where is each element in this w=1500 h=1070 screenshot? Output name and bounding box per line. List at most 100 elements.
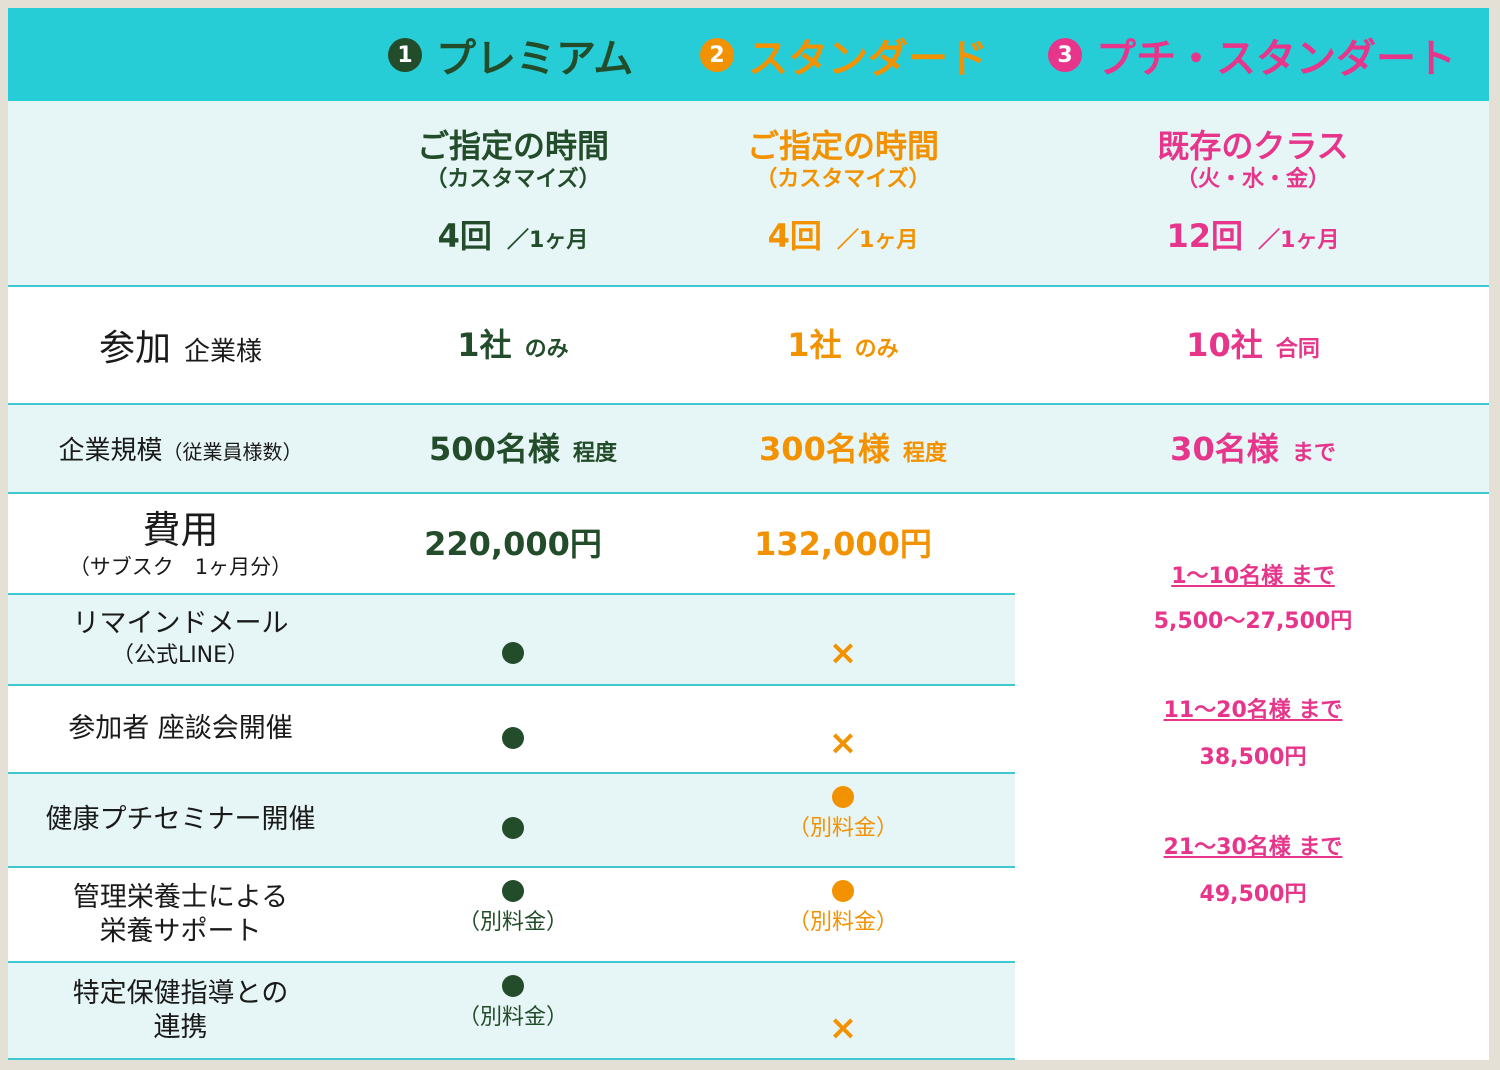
included-dot-icon (502, 880, 524, 902)
petit-participation: 10社 合同 (1018, 287, 1488, 403)
standard-seminar: （別料金） (678, 786, 1008, 844)
premium-guidance: （別料金） (348, 975, 678, 1033)
plan-header-bar: 1 プレミアム 2 スタンダード 3 プチ・スタンダート (8, 8, 1489, 101)
value-main: 30名様 (1170, 429, 1279, 468)
frequency-count: 12回 (1166, 217, 1244, 255)
premium-roundtable (348, 713, 678, 763)
value-sub: まで (1291, 440, 1336, 466)
participation-label: 参加 企業様 (8, 287, 353, 403)
extra-fee-note: （別料金） (457, 1005, 568, 1030)
schedule-sub: （カスタマイズ） (425, 167, 601, 192)
schedule-sub: （カスタマイズ） (755, 167, 931, 192)
plan-name: プチ・スタンダート (1096, 36, 1456, 82)
value-main: 1社 (787, 326, 842, 364)
value-sub: 合同 (1275, 337, 1320, 362)
label-main: 企業規模 (58, 436, 163, 466)
schedule-frequency: 4回 ／1ヶ月 (768, 216, 919, 256)
reminder-label: リマインドメール （公式LINE） (8, 595, 353, 683)
included-dot-icon (832, 880, 854, 902)
frequency-count: 4回 (767, 217, 822, 255)
extra-fee-note: （別料金） (787, 910, 898, 935)
plan-number-badge: 1 (388, 38, 422, 72)
schedule-title: ご指定の時間 (416, 127, 609, 165)
label-line1: リマインドメール (72, 608, 289, 639)
label-text: 健康プチセミナー開催 (45, 804, 316, 835)
label-sub: （従業員様数） (162, 440, 303, 464)
plan-name: プレミアム (436, 36, 634, 82)
premium-reminder (348, 628, 678, 678)
included-dot-icon (502, 817, 524, 839)
petit-price-tiers: 1～10名様 まで 5,500～27,500円 11～20名様 まで 38,50… (1018, 563, 1488, 909)
row-divider (8, 492, 1489, 494)
price: 132,000円 (754, 524, 932, 563)
scale-band (8, 405, 1489, 493)
not-included-x-icon: × (828, 633, 858, 673)
included-dot-icon (832, 786, 854, 808)
standard-guidance: × (678, 1003, 1008, 1053)
label-line2: 栄養サポート (99, 915, 262, 947)
label-line1: 特定保健指導との (72, 977, 289, 1009)
label-main: 費用 (142, 507, 219, 552)
petit-scale: 30名様 まで (1018, 405, 1488, 492)
value-main: 300名様 (759, 429, 890, 468)
included-dot-icon (502, 975, 524, 997)
schedule-band (8, 101, 1489, 286)
premium-seminar (348, 803, 678, 853)
premium-cost: 220,000円 (348, 494, 678, 593)
cost-band (8, 494, 1489, 594)
row-divider (8, 866, 1015, 868)
value-main: 500名様 (429, 429, 560, 468)
label-line2: 連携 (153, 1011, 208, 1043)
premium-schedule: ご指定の時間 （カスタマイズ） 4回 ／1ヶ月 (348, 126, 678, 256)
included-dot-icon (502, 642, 524, 664)
label-line1: 管理栄養士による (72, 881, 289, 913)
row-divider (8, 1058, 1015, 1060)
plan-standard-heading: 2 スタンダード (700, 30, 988, 82)
value-sub: のみ (524, 337, 569, 362)
standard-schedule: ご指定の時間 （カスタマイズ） 4回 ／1ヶ月 (678, 126, 1008, 256)
roundtable-label: 参加者 座談会開催 (8, 686, 353, 772)
plan-petit-heading: 3 プチ・スタンダート (1048, 30, 1456, 82)
plan-name: スタンダード (748, 36, 988, 82)
tier-range: 11～20名様 まで (1163, 698, 1343, 723)
label-line2: （公式LINE） (111, 643, 250, 668)
value-sub: 程度 (902, 440, 947, 466)
not-included-x-icon: × (828, 723, 858, 763)
plan-premium-heading: 1 プレミアム (388, 30, 633, 82)
comparison-table: 1 プレミアム 2 スタンダード 3 プチ・スタンダート ご指定の時間 （カスタ… (8, 8, 1489, 1060)
premium-participation: 1社 のみ (348, 287, 678, 403)
included-dot-icon (502, 727, 524, 749)
row-divider (8, 772, 1015, 774)
row-divider (8, 403, 1489, 405)
schedule-sub: （火・水・金） (1175, 167, 1330, 192)
label-sub: （サブスク 1ヶ月分） (68, 554, 293, 579)
seminar-label: 健康プチセミナー開催 (8, 774, 353, 866)
scale-label: 企業規模（従業員様数） (8, 405, 353, 492)
premium-scale: 500名様 程度 (348, 405, 698, 492)
schedule-frequency: 4回 ／1ヶ月 (438, 216, 589, 256)
value-sub: のみ (854, 337, 899, 362)
frequency-per: ／1ヶ月 (837, 228, 919, 253)
value-main: 1社 (457, 326, 512, 364)
frequency-count: 4回 (437, 217, 492, 255)
label-text: 参加者 座談会開催 (68, 713, 293, 744)
guidance-label: 特定保健指導との 連携 (8, 963, 353, 1058)
extra-fee-note: （別料金） (457, 910, 568, 935)
schedule-title: 既存のクラス (1157, 127, 1349, 165)
frequency-per: ／1ヶ月 (1258, 228, 1340, 253)
reminder-band (8, 595, 1015, 685)
standard-roundtable: × (678, 718, 1008, 768)
price: 220,000円 (424, 524, 602, 563)
petit-schedule: 既存のクラス （火・水・金） 12回 ／1ヶ月 (1018, 126, 1488, 256)
row-divider (8, 285, 1489, 287)
tier-price: 38,500円 (1199, 745, 1307, 770)
standard-reminder: × (678, 628, 1008, 678)
not-included-x-icon: × (828, 1008, 858, 1048)
tier-price: 5,500～27,500円 (1153, 609, 1353, 634)
plan-number-badge: 2 (700, 38, 734, 72)
schedule-title: ご指定の時間 (746, 127, 939, 165)
frequency-per: ／1ヶ月 (507, 228, 589, 253)
tier-price: 49,500円 (1199, 882, 1307, 907)
cost-label: 費用 （サブスク 1ヶ月分） (8, 494, 353, 593)
row-divider (8, 961, 1015, 963)
